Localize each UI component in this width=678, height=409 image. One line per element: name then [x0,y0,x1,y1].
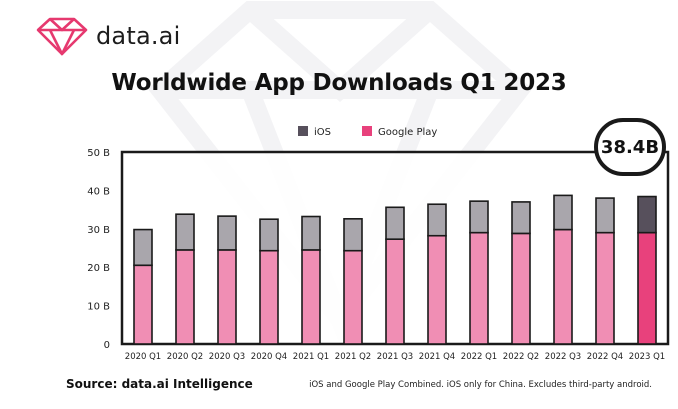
x-tick-label: 2021 Q4 [419,352,455,362]
bar-google-play [175,249,195,345]
bar-ios [133,228,153,267]
bar-google-play [469,231,489,345]
bar-google-play [301,249,321,345]
bar-ios [217,215,237,251]
bar-google-play [133,264,153,345]
y-tick-label: 10 B [87,302,110,313]
legend-label: Google Play [378,127,437,138]
x-tick-label: 2022 Q2 [503,352,539,362]
x-tick-label: 2021 Q1 [293,352,329,362]
x-tick-label: 2022 Q4 [587,352,623,362]
bar-ios [301,215,321,251]
x-tick-label: 2022 Q3 [545,352,581,362]
x-tick-label: 2020 Q2 [167,352,203,362]
bar-google-play [343,249,363,345]
brand-name: data.ai [96,22,181,50]
legend-label: iOS [314,127,331,138]
bar-google-play [259,249,279,345]
diamond-logo-icon [36,17,88,56]
y-tick-label: 50 B [87,148,110,159]
total-callout-badge: 38.4B [594,118,666,176]
bar-ios [511,201,531,235]
bar-ios [175,213,195,251]
bar-ios [637,195,657,234]
bar-google-play [637,231,657,345]
bar-google-play [217,249,237,345]
x-tick-label: 2021 Q2 [335,352,371,362]
footnote: iOS and Google Play Combined. iOS only f… [309,380,652,390]
y-tick-label: 0 [104,340,110,351]
bar-ios [385,206,405,240]
bar-google-play [385,238,405,345]
x-tick-label: 2023 Q1 [629,352,665,362]
bar-ios [595,197,615,234]
bar-google-play [511,232,531,345]
bar-google-play [427,234,447,345]
bar-google-play [595,231,615,345]
y-tick-label: 20 B [87,263,110,274]
chart-title: Worldwide App Downloads Q1 2023 [111,70,567,96]
bar-google-play [553,228,573,345]
brand-logo: data.ai [36,16,180,56]
x-tick-label: 2020 Q1 [125,352,161,362]
x-tick-label: 2022 Q1 [461,352,497,362]
y-tick-label: 30 B [87,225,110,236]
bar-ios [343,218,363,252]
bar-ios [553,194,573,231]
x-tick-label: 2020 Q4 [251,352,287,362]
bar-ios [427,203,447,237]
y-tick-label: 40 B [87,186,110,197]
x-tick-label: 2021 Q3 [377,352,413,362]
bar-ios [259,218,279,252]
legend-swatch [362,126,372,136]
source-note: Source: data.ai Intelligence [66,377,253,391]
legend-swatch [298,126,308,136]
x-tick-label: 2020 Q3 [209,352,245,362]
bar-ios [469,200,489,234]
